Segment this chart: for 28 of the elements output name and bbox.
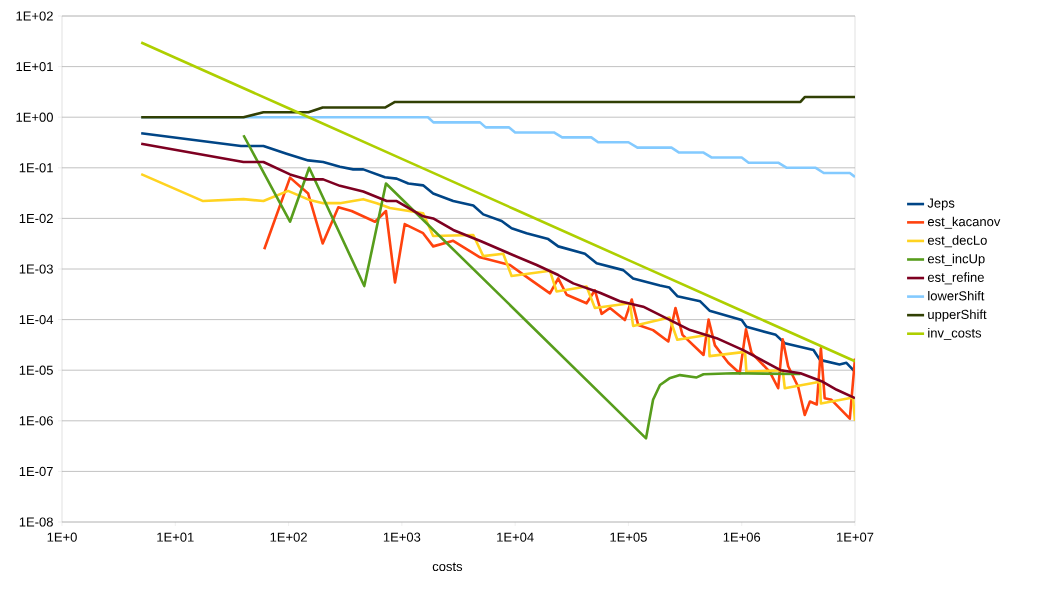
y-tick-label: 1E+01 bbox=[16, 62, 53, 72]
y-tick-label: 1E+02 bbox=[16, 11, 53, 21]
y-tick-label: 1E+00 bbox=[16, 112, 53, 122]
legend-label: Jeps bbox=[927, 198, 955, 211]
x-tick-label: 1E+01 bbox=[157, 532, 194, 542]
y-tick-label: 1E-07 bbox=[19, 466, 53, 477]
y-tick-label: 1E-06 bbox=[19, 416, 53, 426]
x-tick-label: 1E+07 bbox=[837, 532, 874, 542]
x-tick-label: 1E+04 bbox=[497, 532, 534, 542]
legend-label: est_refine bbox=[927, 272, 984, 285]
legend-label: est_kacanov bbox=[927, 216, 1001, 229]
x-tick-label: 1E+06 bbox=[723, 532, 761, 542]
y-tick-label: 1E-04 bbox=[19, 315, 54, 325]
y-tick-label: 1E-08 bbox=[19, 517, 53, 527]
x-tick-label: 1E+03 bbox=[383, 532, 421, 542]
y-tick-label: 1E-02 bbox=[19, 213, 53, 223]
y-tick-label: 1E-05 bbox=[19, 365, 53, 375]
x-axis-title: costs bbox=[432, 562, 463, 572]
x-tick-label: 1E+05 bbox=[610, 532, 647, 542]
y-tick-label: 1E-03 bbox=[19, 264, 53, 274]
legend-label: upperShift bbox=[928, 309, 987, 322]
x-tick-label: 1E+02 bbox=[270, 532, 307, 542]
legend-label: est_decLo bbox=[927, 235, 987, 248]
x-tick-label: 1E+0 bbox=[47, 532, 77, 542]
legend-label: inv_costs bbox=[928, 328, 982, 341]
y-tick-label: 1E-01 bbox=[19, 163, 53, 173]
legend-label: est_incUp bbox=[927, 253, 985, 266]
legend-label: lowerShift bbox=[928, 290, 985, 301]
